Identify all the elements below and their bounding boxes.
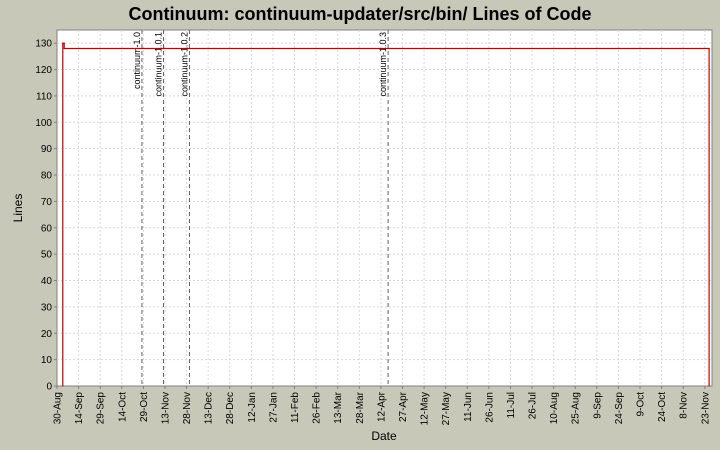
x-tick-label: 11-Feb xyxy=(290,392,301,423)
x-tick-label: 13-Mar xyxy=(333,391,344,423)
grid-lines xyxy=(57,30,712,386)
x-tick-label: 14-Sep xyxy=(74,392,85,425)
marker-label: continuum-1.0.1 xyxy=(154,32,164,97)
series-point xyxy=(708,47,710,50)
x-tick-label: 11-Jun xyxy=(463,392,474,422)
x-tick-label: 30-Aug xyxy=(53,392,64,424)
y-tick-label: 90 xyxy=(41,144,53,155)
x-tick-label: 29-Oct xyxy=(139,392,150,422)
x-tick-label: 12-May xyxy=(420,392,431,425)
x-tick-label: 13-Nov xyxy=(160,392,171,424)
series-point xyxy=(63,47,65,50)
x-tick-label: 9-Sep xyxy=(592,392,603,419)
y-tick-label: 30 xyxy=(41,302,53,313)
x-axis: 30-Aug 14-Sep 29-Sep 14-Oct 29-Oct 13-Nov 28-N… xyxy=(53,386,711,425)
series-group xyxy=(62,42,710,387)
version-markers: continuum-1.0 continuum-1.0.1 continuum-1.… xyxy=(132,30,389,386)
chart-title: Continuum: continuum-updater/src/bin/ Li… xyxy=(129,4,592,24)
x-tick-label: 29-Sep xyxy=(96,392,107,425)
x-tick-label: 26-Jun xyxy=(484,392,495,423)
x-axis-label: Date xyxy=(371,429,397,443)
x-tick-label: 9-Oct xyxy=(636,392,647,417)
x-tick-label: 11-Jul xyxy=(506,392,517,419)
x-tick-label: 12-Apr xyxy=(376,391,387,422)
y-tick-label: 10 xyxy=(41,355,53,366)
x-tick-label: 12-Jan xyxy=(247,392,258,423)
x-tick-label: 14-Oct xyxy=(117,392,128,422)
x-tick-label: 24-Sep xyxy=(614,392,625,425)
x-tick-label: 26-Jul xyxy=(528,392,539,419)
marker-label: continuum-1.0.3 xyxy=(378,32,388,97)
plot-area xyxy=(56,29,713,387)
y-tick-label: 50 xyxy=(41,250,53,261)
y-tick-label: 60 xyxy=(41,223,53,234)
x-tick-label: 8-Nov xyxy=(679,392,690,419)
y-tick-label: 130 xyxy=(35,39,52,50)
series-point xyxy=(62,385,64,387)
y-tick-label: 20 xyxy=(41,329,53,340)
series-point xyxy=(708,385,710,387)
series-point xyxy=(62,42,64,44)
x-tick-label: 27-Apr xyxy=(398,391,409,422)
x-tick-label: 26-Feb xyxy=(312,392,323,424)
x-tick-label: 27-May xyxy=(441,392,452,425)
x-tick-label: 25-Aug xyxy=(571,392,582,424)
x-tick-label: 27-Jan xyxy=(268,392,279,423)
y-tick-label: 0 xyxy=(46,382,52,393)
y-tick-label: 40 xyxy=(41,276,53,287)
y-tick-label: 70 xyxy=(41,197,53,208)
x-tick-label: 10-Aug xyxy=(549,392,560,424)
x-tick-label: 28-Nov xyxy=(182,392,193,424)
y-axis: 0 10 20 30 40 50 60 70 80 90 100 110 120 130 xyxy=(35,39,57,393)
x-tick-label: 24-Oct xyxy=(657,392,668,422)
marker-label: continuum-1.0.2 xyxy=(179,32,189,97)
y-tick-label: 120 xyxy=(35,65,52,76)
y-axis-label: Lines xyxy=(11,194,25,223)
y-tick-label: 110 xyxy=(36,91,52,102)
y-tick-label: 100 xyxy=(35,118,52,129)
marker-label: continuum-1.0 xyxy=(132,32,142,89)
series-point xyxy=(63,42,65,44)
x-tick-label: 28-Dec xyxy=(225,392,236,424)
x-tick-label: 23-Nov xyxy=(700,392,711,424)
x-tick-label: 28-Mar xyxy=(355,391,366,423)
x-tick-label: 13-Dec xyxy=(204,392,215,424)
series-line xyxy=(62,42,710,386)
y-tick-label: 80 xyxy=(41,171,53,182)
